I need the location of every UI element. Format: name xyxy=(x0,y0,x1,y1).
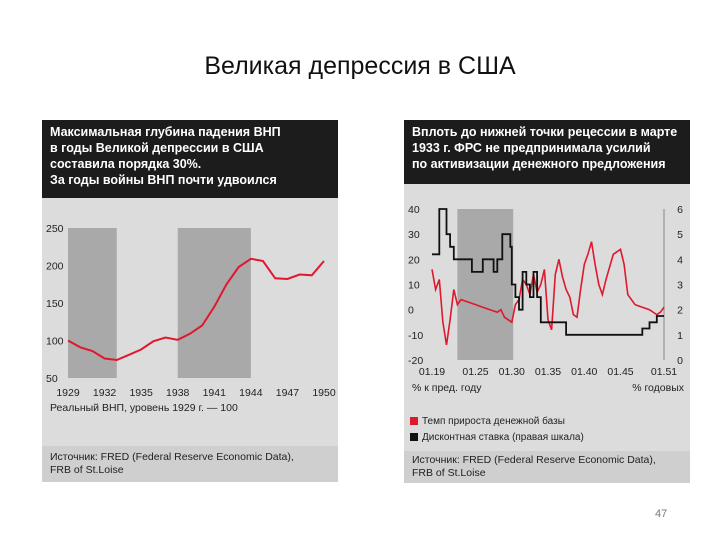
gnp-source-line-1: Источник: FRED (Federal Reserve Economic… xyxy=(50,451,294,463)
left-y-tick-label: 40 xyxy=(408,204,420,216)
x-tick-label: 1932 xyxy=(93,387,117,399)
right-y-tick-label: 2 xyxy=(677,305,683,317)
x-tick-label: 01.19 xyxy=(419,366,445,378)
x-tick-label: 1929 xyxy=(56,387,80,399)
gnp-header-line-3: составила порядка 30%. xyxy=(50,157,202,171)
y-tick-label: 50 xyxy=(46,373,58,385)
gnp-axis-note: Реальный ВНП, уровень 1929 г. — 100 xyxy=(50,402,238,414)
gnp-source: Источник: FRED (Federal Reserve Economic… xyxy=(42,446,338,482)
right-y-tick-label: 0 xyxy=(677,355,683,367)
gnp-chart-header: Максимальная глубина падения ВНП в годы … xyxy=(42,120,338,198)
x-tick-label: 1950 xyxy=(312,387,336,399)
legend-swatch-black xyxy=(410,433,418,442)
x-tick-label: 01.25 xyxy=(462,366,488,378)
right-y-tick-label: 4 xyxy=(677,254,683,266)
y-tick-label: 150 xyxy=(46,298,64,310)
x-tick-label: 01.45 xyxy=(607,366,633,378)
x-tick-label: 1944 xyxy=(239,387,263,399)
legend-item-money-base: Темп прироста денежной базы xyxy=(410,416,565,427)
gnp-chart: 50 100 150 200 250 1929 1932 1935 1938 1941 1944 19… xyxy=(46,223,336,399)
x-tick-label: 01.40 xyxy=(571,366,597,378)
right-axis-unit: % годовых xyxy=(632,382,684,394)
left-y-tick-label: 20 xyxy=(408,254,420,266)
x-tick-label: 1941 xyxy=(203,387,227,399)
legend-swatch-red xyxy=(410,417,418,426)
money-header-line-1: Вплоть до нижней точки рецессии в марте xyxy=(412,125,678,139)
right-y-tick-label: 6 xyxy=(677,204,683,216)
discount-rate-series-line xyxy=(432,208,664,336)
x-tick-label: 1938 xyxy=(166,387,190,399)
money-header-line-3: по активизации денежного предложения xyxy=(412,157,666,171)
gnp-header-line-2: в годы Великой депрессии в США xyxy=(50,141,264,155)
x-tick-label: 1935 xyxy=(129,387,153,399)
gnp-series-line xyxy=(67,257,325,362)
left-y-tick-label: 30 xyxy=(408,229,420,241)
money-base-series-line xyxy=(431,241,665,346)
gnp-chart-panel: Максимальная глубина падения ВНП в годы … xyxy=(42,120,338,482)
money-source-line-1: Источник: FRED (Federal Reserve Economic… xyxy=(412,454,656,466)
left-y-tick-label: -20 xyxy=(408,355,423,367)
left-y-tick-label: -10 xyxy=(408,330,423,342)
shaded-period-0 xyxy=(68,228,117,378)
right-y-tick-label: 3 xyxy=(677,280,683,292)
legend-label-money-base: Темп прироста денежной базы xyxy=(422,416,565,427)
x-tick-label: 1947 xyxy=(276,387,300,399)
money-chart-header: Вплоть до нижней точки рецессии в марте … xyxy=(404,120,690,184)
money-source-line-2: FRB of St.Loise xyxy=(412,467,486,479)
y-tick-label: 200 xyxy=(46,261,64,273)
legend-item-discount-rate: Дисконтная ставка (правая шкала) xyxy=(410,432,584,443)
y-tick-label: 250 xyxy=(46,223,64,235)
slide-title: Великая депрессия в США xyxy=(204,52,516,80)
gnp-source-line-2: FRB of St.Loise xyxy=(50,464,124,476)
gnp-header-line-1: Максимальная глубина падения ВНП xyxy=(50,125,281,139)
shaded-period-0 xyxy=(457,209,514,360)
page-number: 47 xyxy=(655,508,668,520)
money-base-chart-panel: Вплоть до нижней точки рецессии в марте … xyxy=(404,120,690,483)
y-tick-label: 100 xyxy=(46,336,64,348)
right-y-tick-label: 5 xyxy=(677,229,683,241)
x-tick-label: 01.30 xyxy=(499,366,525,378)
money-source: Источник: FRED (Federal Reserve Economic… xyxy=(404,451,690,483)
left-axis-unit: % к пред. году xyxy=(412,382,482,394)
money-base-chart: -20 -10 0 10 20 30 40 0 1 2 3 4 5 6 01.19 01.25 01.30 01.… xyxy=(408,204,683,378)
left-y-tick-label: 10 xyxy=(408,280,420,292)
gnp-header-line-4: За годы войны ВНП почти удвоился xyxy=(50,173,277,187)
x-tick-label: 01.35 xyxy=(535,366,561,378)
money-header-line-2: 1933 г. ФРС не предпринимала усилий xyxy=(412,141,651,155)
x-tick-label: 01.51 xyxy=(651,366,677,378)
left-y-tick-label: 0 xyxy=(408,305,414,317)
right-y-tick-label: 1 xyxy=(677,330,683,342)
shaded-period-1 xyxy=(177,228,251,378)
legend-label-discount-rate: Дисконтная ставка (правая шкала) xyxy=(422,432,584,443)
